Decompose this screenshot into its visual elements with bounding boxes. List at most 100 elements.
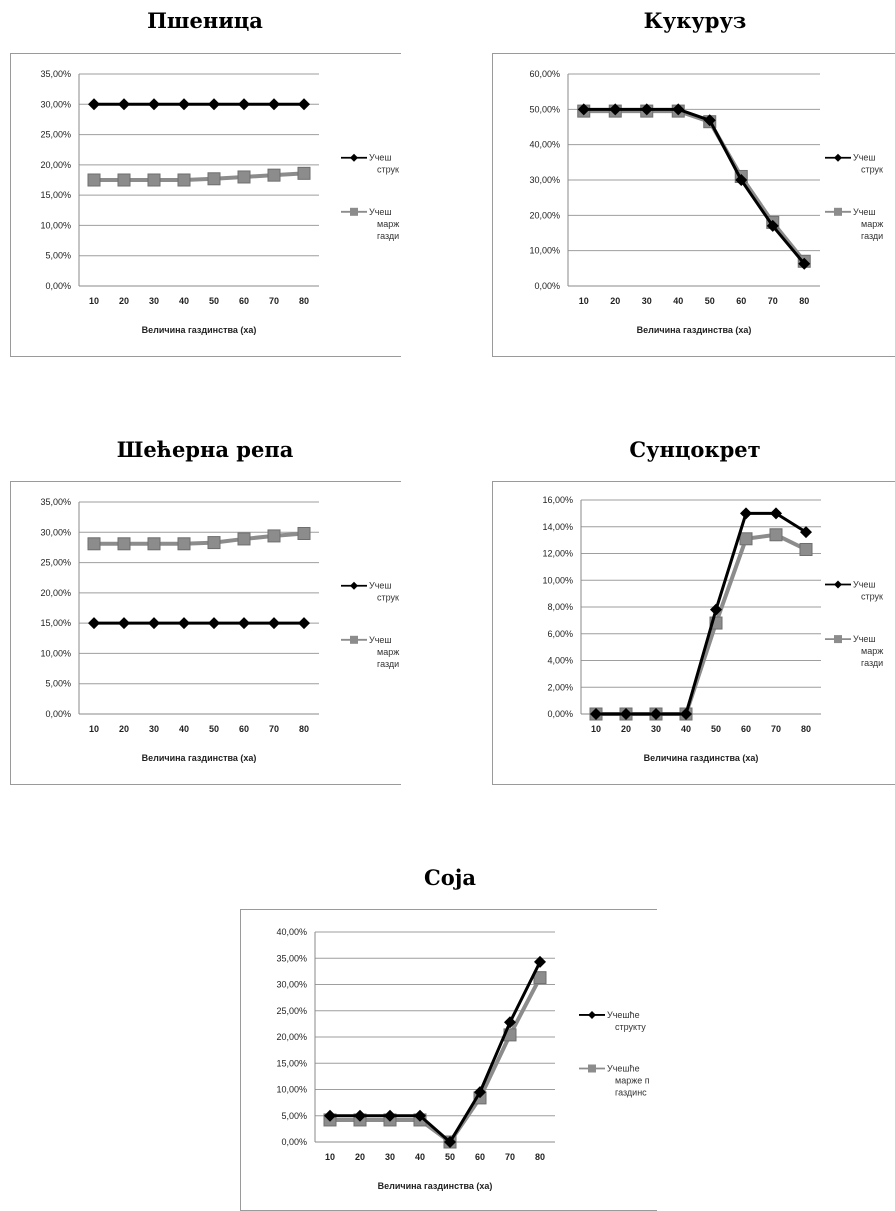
chart-panel-soybean: 0,00% 5,00% 10,00% 15,00% 20,00% 25,00% 30,00%…	[240, 909, 657, 1211]
x-tick-label: 20	[119, 296, 129, 306]
x-tick-label: 10	[325, 1152, 335, 1162]
x-tick-label: 80	[799, 296, 809, 306]
y-tick-label: 14,00%	[542, 522, 573, 532]
x-tick-label: 80	[801, 724, 811, 734]
x-axis-title: Величина газдинства (ха)	[644, 753, 759, 763]
data-point-marker	[735, 174, 748, 186]
data-point-marker	[118, 98, 130, 111]
data-point-marker	[324, 1109, 336, 1122]
y-tick-label: 15,00%	[40, 618, 71, 628]
x-tick-label: 70	[768, 296, 778, 306]
data-point-marker	[177, 537, 191, 551]
legend-label: марже п	[615, 1076, 650, 1086]
chart-title-sunflower: Сунцокрет	[629, 437, 761, 462]
chart-title-sugar-beet: Шећерна репа	[116, 437, 294, 462]
x-tick-label: 80	[299, 296, 309, 306]
legend-label: Учешће	[607, 1064, 640, 1074]
y-tick-label: 5,00%	[281, 1111, 307, 1121]
x-tick-label: 70	[269, 296, 279, 306]
y-tick-label: 10,00%	[40, 220, 71, 230]
chart-panel-wheat: 0,00% 5,00% 10,00% 15,00% 20,00% 25,00% 30,00%…	[10, 53, 401, 357]
legend-label: газди	[861, 658, 883, 668]
line-chart-sugar-beet: 0,00% 5,00% 10,00% 15,00% 20,00% 25,00% 30,00%…	[40, 497, 399, 763]
data-point-marker	[237, 170, 251, 184]
legend-marker	[588, 1010, 596, 1019]
y-tick-label: 35,00%	[276, 953, 307, 963]
y-tick-label: 20,00%	[276, 1032, 307, 1042]
y-tick-label: 20,00%	[529, 210, 560, 220]
y-tick-label: 20,00%	[40, 588, 71, 598]
y-tick-label: 12,00%	[542, 549, 573, 559]
legend-label: марж	[377, 219, 399, 229]
data-point-marker	[414, 1109, 426, 1122]
y-tick-label: 0,00%	[547, 709, 573, 719]
data-point-marker	[178, 617, 190, 630]
x-tick-label: 30	[149, 296, 159, 306]
legend-marker	[834, 580, 842, 589]
y-tick-label: 10,00%	[542, 575, 573, 585]
x-tick-label: 30	[651, 724, 661, 734]
y-tick-label: 60,00%	[529, 69, 560, 79]
y-tick-label: 25,00%	[276, 1006, 307, 1016]
data-point-marker	[267, 168, 281, 182]
data-point-marker	[268, 98, 280, 111]
data-point-marker	[148, 617, 160, 630]
data-point-marker	[590, 708, 602, 720]
data-point-marker	[88, 98, 100, 111]
legend-label: Учеш	[369, 207, 392, 217]
data-point-marker	[474, 1086, 486, 1099]
chart-panel-sunflower: 0,00% 2,00% 4,00% 6,00% 8,00% 10,00% 12,00% 14,…	[492, 481, 895, 785]
y-tick-label: 10,00%	[276, 1085, 307, 1095]
x-tick-label: 70	[269, 724, 279, 734]
legend-marker	[350, 153, 358, 162]
x-tick-label: 10	[89, 724, 99, 734]
legend-marker	[588, 1064, 596, 1073]
legend-label: марж	[377, 647, 399, 657]
legend-label: Учешће	[607, 1010, 640, 1020]
data-point-marker	[703, 114, 716, 127]
legend-label: газди	[377, 231, 399, 241]
chart-panel-corn: 0,00% 10,00% 20,00% 30,00% 40,00% 50,00% 60,00…	[492, 53, 895, 357]
data-point-marker	[298, 98, 310, 111]
data-point-marker	[577, 103, 590, 116]
data-point-marker	[208, 98, 220, 111]
data-point-marker	[178, 98, 190, 111]
line-chart-corn: 0,00% 10,00% 20,00% 30,00% 40,00% 50,00% 60,00…	[529, 69, 883, 335]
data-point-marker	[620, 708, 632, 720]
data-point-marker	[297, 166, 311, 180]
y-tick-label: 16,00%	[542, 495, 573, 505]
x-tick-label: 30	[149, 724, 159, 734]
y-tick-label: 15,00%	[276, 1058, 307, 1068]
x-tick-label: 30	[642, 296, 652, 306]
data-point-marker	[148, 98, 160, 111]
data-point-marker	[117, 173, 131, 187]
data-point-marker	[766, 219, 779, 232]
x-axis-title: Величина газдинства (ха)	[142, 753, 257, 763]
x-tick-label: 10	[591, 724, 601, 734]
data-point-marker	[238, 98, 250, 111]
line-chart-wheat: 0,00% 5,00% 10,00% 15,00% 20,00% 25,00% 30,00%…	[40, 69, 399, 335]
y-tick-label: 2,00%	[547, 682, 573, 692]
legend-marker	[834, 153, 842, 162]
data-point-marker	[609, 103, 622, 116]
x-tick-label: 70	[771, 724, 781, 734]
x-tick-label: 40	[179, 296, 189, 306]
x-tick-label: 10	[579, 296, 589, 306]
legend-marker	[834, 207, 842, 216]
data-point-marker	[799, 542, 813, 556]
y-tick-label: 0,00%	[45, 709, 71, 719]
series-line	[583, 109, 806, 263]
data-point-marker	[147, 173, 161, 187]
data-point-marker	[640, 103, 653, 116]
x-tick-label: 50	[445, 1152, 455, 1162]
data-point-marker	[298, 617, 310, 630]
y-tick-label: 35,00%	[40, 69, 71, 79]
x-tick-label: 40	[179, 724, 189, 734]
data-point-marker	[672, 103, 685, 116]
data-point-marker	[354, 1109, 366, 1122]
y-tick-label: 0,00%	[534, 281, 560, 291]
legend-label: струк	[377, 165, 399, 175]
y-tick-label: 25,00%	[40, 558, 71, 568]
data-point-marker	[208, 617, 220, 630]
legend-label: струк	[861, 592, 883, 602]
